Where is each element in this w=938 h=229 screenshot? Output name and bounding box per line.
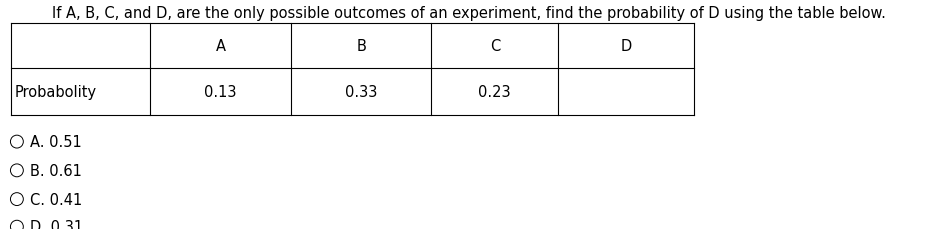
Text: B. 0.61: B. 0.61: [30, 163, 82, 178]
Text: D. 0.31: D. 0.31: [30, 219, 83, 229]
Text: 0.33: 0.33: [345, 85, 377, 100]
Text: A. 0.51: A. 0.51: [30, 134, 82, 150]
Text: A: A: [216, 39, 225, 54]
Text: If A, B, C, and D, are the only possible outcomes of an experiment, find the pro: If A, B, C, and D, are the only possible…: [53, 6, 885, 21]
Text: C. 0.41: C. 0.41: [30, 192, 83, 207]
Text: B: B: [356, 39, 366, 54]
Text: 0.13: 0.13: [204, 85, 236, 100]
Text: C: C: [490, 39, 500, 54]
Text: 0.23: 0.23: [478, 85, 511, 100]
Text: D: D: [621, 39, 631, 54]
Text: Probabolity: Probabolity: [15, 85, 98, 100]
